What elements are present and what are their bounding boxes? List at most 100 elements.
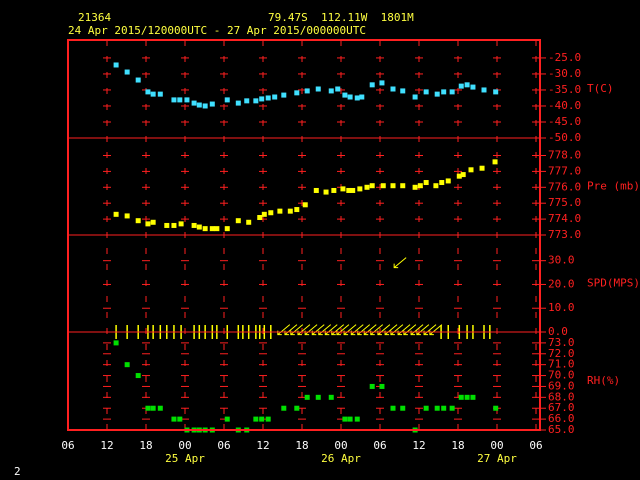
data-point xyxy=(335,86,341,92)
x-tick-label: 12 xyxy=(256,439,269,452)
data-point xyxy=(272,94,278,100)
x-tick-label: 12 xyxy=(412,439,425,452)
data-point xyxy=(390,405,396,411)
data-point xyxy=(171,416,177,422)
data-point xyxy=(379,80,385,86)
data-point xyxy=(304,394,310,400)
data-point xyxy=(449,405,455,411)
data-point xyxy=(369,383,375,389)
data-point xyxy=(124,213,130,219)
data-point xyxy=(460,172,466,178)
data-point xyxy=(113,62,119,68)
data-point xyxy=(294,90,300,96)
data-point xyxy=(265,416,271,422)
y-tick-label: -25.0 xyxy=(548,51,581,64)
data-point xyxy=(294,405,300,411)
data-point xyxy=(287,208,293,214)
data-point xyxy=(323,189,329,195)
data-point xyxy=(184,97,190,103)
data-point xyxy=(235,100,241,106)
data-point xyxy=(331,187,337,193)
y-tick-label: -50.0 xyxy=(548,131,581,144)
y-tick-label: -35.0 xyxy=(548,83,581,96)
y-tick-label: 73.0 xyxy=(548,336,575,349)
data-point xyxy=(390,86,396,92)
data-point xyxy=(235,218,241,224)
x-tick-label: 06 xyxy=(217,439,230,452)
data-point xyxy=(458,394,464,400)
data-point xyxy=(423,89,429,95)
data-point xyxy=(253,416,259,422)
data-point xyxy=(202,226,208,232)
y-tick-label: -45.0 xyxy=(548,115,581,128)
date-label: 25 Apr xyxy=(165,452,205,465)
data-point xyxy=(145,405,151,411)
data-point xyxy=(441,405,447,411)
x-tick-label: 18 xyxy=(295,439,308,452)
data-point xyxy=(354,95,360,101)
data-point xyxy=(347,416,353,422)
data-point xyxy=(380,183,386,189)
data-point xyxy=(124,362,130,368)
x-tick-label: 18 xyxy=(451,439,464,452)
data-point xyxy=(177,416,183,422)
data-point xyxy=(464,82,470,88)
data-point xyxy=(400,183,406,189)
data-point xyxy=(202,103,208,109)
y-tick-label: 69.0 xyxy=(548,379,575,392)
data-point xyxy=(209,226,215,232)
data-point xyxy=(439,180,445,186)
data-point xyxy=(492,159,498,165)
y-tick-label: 65.0 xyxy=(548,423,575,436)
data-point xyxy=(369,82,375,88)
x-tick-label: 00 xyxy=(490,439,503,452)
panel-label: T(C) xyxy=(587,82,614,95)
data-point xyxy=(412,94,418,100)
data-point xyxy=(135,373,141,379)
data-point xyxy=(470,84,476,90)
y-tick-label: 70.0 xyxy=(548,369,575,382)
x-tick-label: 06 xyxy=(373,439,386,452)
x-tick-label: 18 xyxy=(139,439,152,452)
data-point xyxy=(458,83,464,89)
panel-label: Pre (mb) xyxy=(587,180,640,193)
data-point xyxy=(449,89,455,95)
data-point xyxy=(456,173,462,179)
page-number: 2 xyxy=(14,465,21,478)
data-point xyxy=(354,416,360,422)
data-point xyxy=(224,97,230,103)
data-point xyxy=(261,211,267,217)
data-point xyxy=(481,87,487,93)
station-id: 21364 xyxy=(78,11,111,24)
data-point xyxy=(246,219,252,225)
data-point xyxy=(145,221,151,227)
x-tick-label: 00 xyxy=(334,439,347,452)
data-point xyxy=(171,97,177,103)
y-tick-label: -30.0 xyxy=(548,67,581,80)
y-tick-label: 71.0 xyxy=(548,358,575,371)
x-tick-label: 12 xyxy=(100,439,113,452)
data-point xyxy=(268,210,274,216)
data-point xyxy=(265,95,271,101)
data-point xyxy=(412,184,418,190)
data-point xyxy=(302,202,308,208)
y-tick-label: -40.0 xyxy=(548,99,581,112)
data-point xyxy=(277,208,283,214)
data-point xyxy=(434,91,440,97)
data-point xyxy=(214,226,220,232)
data-point xyxy=(315,86,321,92)
panel-label: SPD(MPS) xyxy=(587,277,640,290)
data-point xyxy=(135,77,141,83)
data-point xyxy=(400,405,406,411)
data-point xyxy=(259,416,265,422)
data-point xyxy=(433,183,439,189)
data-point xyxy=(124,69,130,75)
data-point xyxy=(423,405,429,411)
data-point xyxy=(464,394,470,400)
data-point xyxy=(493,405,499,411)
y-tick-label: 66.0 xyxy=(548,412,575,425)
data-point xyxy=(196,102,202,108)
data-point xyxy=(157,405,163,411)
data-point xyxy=(315,394,321,400)
